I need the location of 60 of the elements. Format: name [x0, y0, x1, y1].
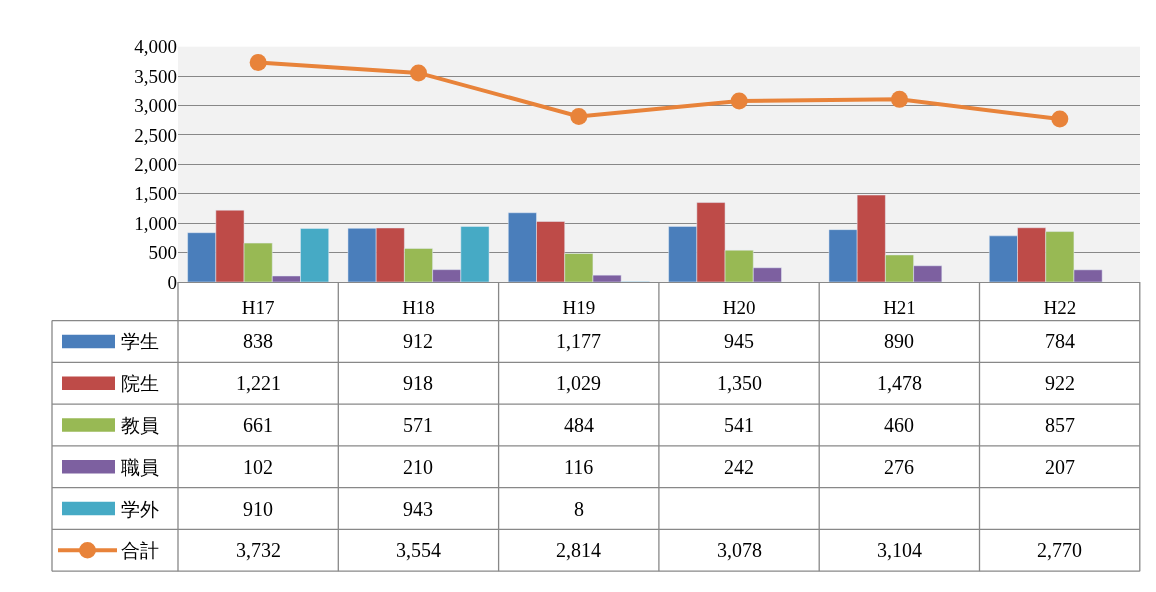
point [730, 92, 748, 110]
legend-label: 学生 [121, 330, 159, 352]
data-label: 912 [403, 330, 433, 352]
data-label: 3,104 [877, 539, 922, 561]
data-label: 857 [1045, 414, 1075, 436]
data-label: 943 [403, 498, 433, 520]
y-tick-label: 1,500 [134, 183, 177, 205]
data-label: 460 [884, 414, 914, 436]
data-label: 922 [1045, 372, 1075, 394]
legend-label: 教員 [121, 414, 159, 436]
y-tick-label: 0 [167, 271, 177, 293]
y-tick-label: 2,500 [134, 124, 177, 146]
data-label: 116 [564, 456, 594, 478]
x-tick-label: H17 [241, 296, 275, 318]
x-tick-label: H22 [1043, 296, 1077, 318]
data-label: 276 [884, 456, 914, 478]
data-label: 242 [724, 456, 754, 478]
y-tick-label: 3,000 [134, 95, 177, 117]
point [570, 107, 588, 125]
point [410, 64, 427, 82]
legend-label: 職員 [121, 456, 159, 478]
data-label: 945 [724, 330, 754, 352]
data-label: 210 [403, 456, 433, 478]
y-tick-label: 4,000 [134, 36, 177, 58]
y-tick-label: 1,000 [134, 212, 177, 234]
y-tick-label: 500 [148, 242, 177, 264]
legend-label: 合計 [121, 539, 159, 561]
y-tick-label: 3,500 [134, 65, 177, 87]
data-label: 1,478 [877, 372, 922, 394]
legend-label: 学外 [121, 498, 159, 520]
y-tick-label: 2,000 [134, 153, 177, 175]
data-label: 910 [243, 498, 273, 520]
data-label: 1,177 [556, 330, 601, 352]
x-tick-label: H18 [402, 296, 435, 318]
data-label: 3,554 [396, 539, 441, 561]
data-label: 3,732 [236, 539, 281, 561]
x-tick-label: H21 [883, 296, 916, 318]
data-label: 1,221 [236, 372, 281, 394]
data-label: 571 [403, 414, 433, 436]
point [1051, 110, 1069, 128]
data-label: 2,770 [1037, 539, 1082, 561]
point [891, 90, 908, 108]
data-label: 207 [1045, 456, 1075, 478]
data-label: 784 [1045, 330, 1075, 352]
legend-label: 院生 [121, 372, 159, 394]
x-tick-label: H20 [722, 296, 756, 318]
x-tick-label: H19 [562, 296, 596, 318]
data-label: 918 [403, 372, 433, 394]
data-label: 838 [243, 330, 273, 352]
data-label: 3,078 [717, 539, 762, 561]
data-label: 1,029 [556, 372, 601, 394]
data-label: 890 [884, 330, 914, 352]
data-label: 1,350 [717, 372, 762, 394]
data-label: 541 [724, 414, 754, 436]
data-label: 102 [243, 456, 273, 478]
data-label: 661 [243, 414, 273, 436]
data-label: 2,814 [556, 539, 601, 561]
point [249, 53, 267, 71]
data-label: 484 [564, 414, 594, 436]
data-label: 8 [574, 498, 584, 520]
